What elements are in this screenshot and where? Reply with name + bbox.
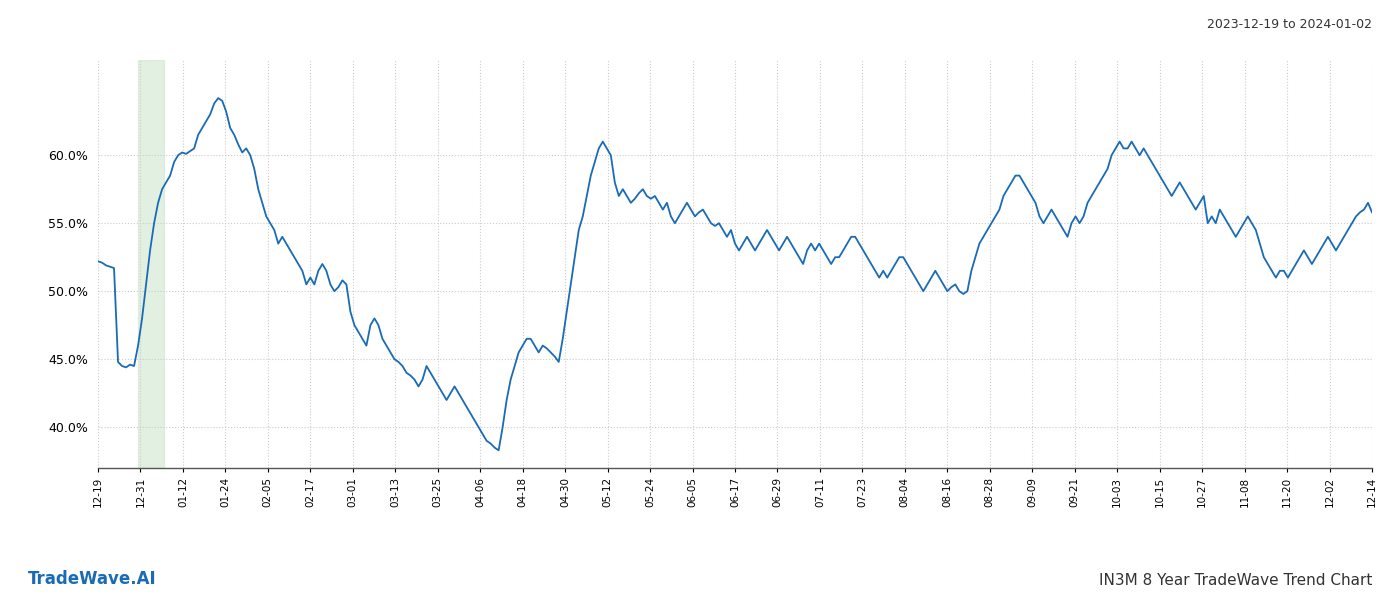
- Bar: [139, 60, 164, 468]
- Text: TradeWave.AI: TradeWave.AI: [28, 570, 157, 588]
- Text: IN3M 8 Year TradeWave Trend Chart: IN3M 8 Year TradeWave Trend Chart: [1099, 573, 1372, 588]
- Text: 2023-12-19 to 2024-01-02: 2023-12-19 to 2024-01-02: [1207, 18, 1372, 31]
